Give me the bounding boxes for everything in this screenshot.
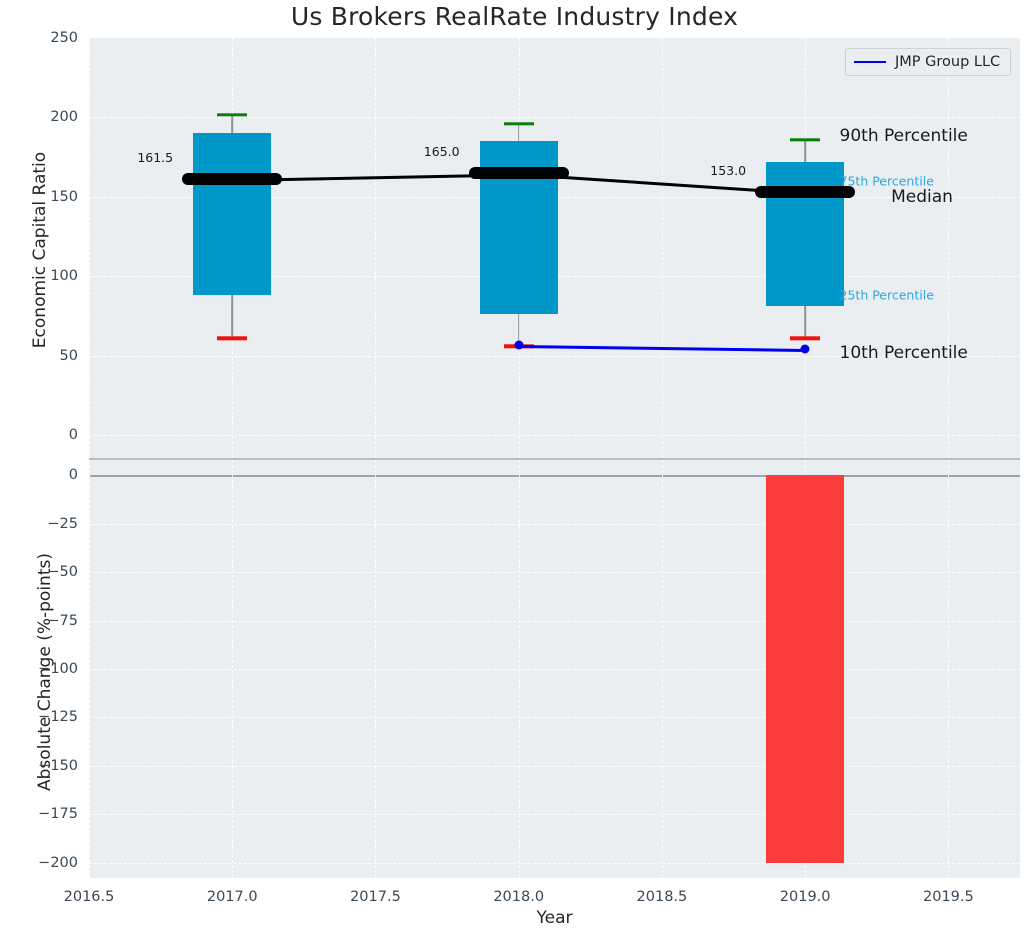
annotation-75th-percentile: 75th Percentile [839,173,934,189]
y-tick-label: 250 [50,30,78,46]
whisker-cap-p90 [503,122,534,126]
gridline-horizontal [89,862,1020,864]
gridline-vertical [232,460,234,878]
page-title: Us Brokers RealRate Industry Index [290,2,739,31]
annotation-median: Median [891,186,953,207]
y-tick-label: 0 [68,427,78,444]
absolute-change-plot-area [89,460,1020,878]
median-trend-line [518,173,806,195]
x-tick-label: 2017.0 [206,889,258,905]
panel-divider [89,458,1020,460]
box-iqr [193,133,272,296]
x-tick-label: 2019.0 [779,889,831,905]
gridline-horizontal [89,669,1020,670]
median-value-label: 153.0 [710,163,747,179]
gridline-horizontal [89,814,1020,816]
annotation-10th-percentile: 10th Percentile [839,342,968,363]
gridline-horizontal [89,523,1020,525]
gridline-vertical [948,460,950,878]
y-tick-label: 100 [50,268,78,285]
x-tick-label: 2017.5 [350,889,401,905]
whisker-cap-p90 [217,113,248,117]
y-tick-label: 0 [68,467,78,484]
gridline-vertical [375,460,377,878]
gridline-vertical [661,38,663,459]
company-series-point [514,340,524,350]
y-tick-label: −200 [38,854,78,871]
y-tick-label: −125 [38,709,78,726]
gridline-vertical [948,38,950,459]
gridline-vertical [661,460,663,878]
whisker-cap-p10 [217,336,248,340]
zero-reference-line [89,475,1020,477]
economic-capital-ratio-plot-area: 161.5 165.0 153.0 90th Percentile 75th Perce… [89,38,1020,459]
x-tick-label: 2016.5 [63,889,115,905]
gridline-horizontal [89,765,1020,767]
whisker-cap-p10 [790,336,821,340]
median-value-label: 161.5 [137,149,174,165]
gridline-horizontal [89,435,1020,437]
absolute-change-bar [766,475,845,863]
gridline-vertical [89,460,90,878]
x-tick-label: 2018.5 [636,889,688,905]
y-tick-label: −50 [47,564,78,581]
legend-item-label: JMP Group LLC [895,54,1001,70]
x-tick-label: 2019.5 [923,889,974,905]
company-series-line [518,345,806,352]
box-iqr [766,161,845,307]
x-axis-label: Year [536,908,573,928]
y-tick-label: 200 [50,109,78,126]
x-tick-label: 2018.0 [493,889,545,905]
legend-line-swatch [854,61,886,63]
y-tick-label: −75 [47,612,78,629]
gridline-horizontal [89,572,1020,574]
y-tick-label: −100 [38,661,78,677]
y-tick-label: −150 [38,757,78,774]
whisker-cap-p90 [790,137,821,142]
annotation-25th-percentile: 25th Percentile [839,287,934,303]
y-tick-label: 50 [59,347,78,364]
median-value-label: 165.0 [423,144,460,160]
gridline-vertical [375,38,377,459]
y-tick-label: 150 [50,188,78,205]
y-tick-label: −175 [38,806,78,823]
gridline-horizontal [89,717,1020,719]
gridline-horizontal [89,620,1020,622]
y-tick-label: −25 [47,515,78,532]
legend[interactable]: JMP Group LLC [845,48,1012,76]
gridline-vertical [89,38,90,459]
gridline-horizontal [89,117,1020,119]
gridline-vertical [518,460,520,878]
annotation-90th-percentile: 90th Percentile [839,126,968,147]
company-series-point [800,344,810,354]
